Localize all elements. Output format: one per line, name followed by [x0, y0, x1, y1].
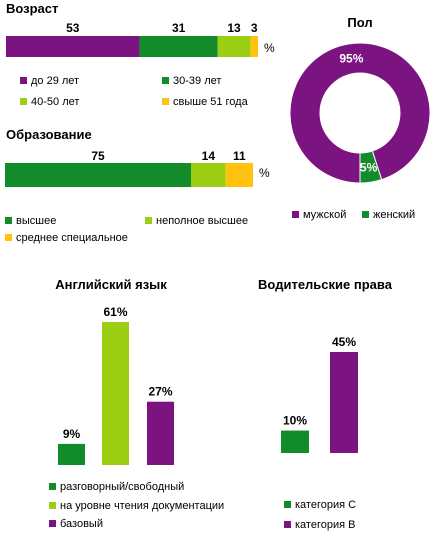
- gender-slice-label: 5%: [360, 160, 378, 174]
- age-legend-swatch: [162, 98, 169, 105]
- education-bar-segment: [225, 163, 253, 187]
- education-chart-title: Образование: [6, 127, 92, 142]
- education-legend-swatch: [5, 217, 12, 224]
- education-chart: Образование 75 14 11 % высшее неполное высш…: [5, 127, 270, 244]
- gender-donut-slice: [289, 42, 430, 184]
- gender-legend-label: женский: [373, 209, 415, 221]
- education-legend-label: среднее специальное: [16, 232, 128, 244]
- age-value-label: 3: [251, 21, 258, 35]
- education-value-label: 75: [91, 149, 105, 163]
- english-legend-swatch: [49, 520, 56, 527]
- english-value-label: 9%: [63, 427, 81, 441]
- education-legend-label: высшее: [16, 215, 56, 227]
- license-legend-swatch: [284, 521, 291, 528]
- license-chart-title: Водительские права: [258, 277, 393, 292]
- license-value-label: 10%: [283, 414, 307, 428]
- english-value-label: 27%: [148, 385, 172, 399]
- education-legend-swatch: [145, 217, 152, 224]
- education-value-label: 14: [202, 149, 216, 163]
- license-legend-label: категория В: [295, 519, 355, 531]
- english-chart: Английский язык 9% 61% 27% разговорный/сво…: [49, 277, 224, 530]
- age-legend-swatch: [20, 77, 27, 84]
- education-legend-swatch: [5, 234, 12, 241]
- english-bar: [102, 322, 129, 465]
- license-legend-swatch: [284, 501, 291, 508]
- education-bar-segment: [191, 163, 226, 187]
- english-legend-swatch: [49, 483, 56, 490]
- education-value-label: 11: [233, 149, 246, 163]
- gender-legend-swatch: [362, 211, 369, 218]
- gender-legend-swatch: [292, 211, 299, 218]
- age-chart-title: Возраст: [6, 1, 58, 16]
- english-bar: [58, 443, 85, 465]
- education-legend-label: неполное высшее: [156, 215, 248, 227]
- age-unit-label: %: [264, 41, 275, 55]
- age-legend-label: 40-50 лет: [31, 96, 79, 108]
- english-legend-label: на уровне чтения документации: [60, 500, 224, 512]
- english-legend-label: разговорный/свободный: [60, 481, 184, 493]
- age-bar-segment: [139, 36, 218, 57]
- age-value-label: 13: [227, 21, 241, 35]
- age-chart: Возраст 53 31 13 3 % до 29 лет 30-39 лет 40-5…: [6, 1, 275, 108]
- age-legend-label: 30-39 лет: [173, 75, 221, 87]
- age-bar-segment: [250, 36, 258, 57]
- age-value-label: 53: [66, 21, 80, 35]
- license-legend-label: категория С: [295, 499, 356, 511]
- gender-donut-slice: [359, 150, 383, 184]
- age-legend-swatch: [162, 77, 169, 84]
- age-bar-segment: [6, 36, 140, 57]
- license-value-label: 45%: [332, 335, 356, 349]
- education-bar-segment: [5, 163, 191, 187]
- gender-chart-title: Пол: [347, 15, 372, 30]
- age-legend-swatch: [20, 98, 27, 105]
- english-chart-title: Английский язык: [55, 277, 167, 292]
- gender-slice-label: 95%: [339, 52, 363, 66]
- age-legend-label: свыше 51 года: [173, 96, 249, 108]
- education-unit-label: %: [259, 166, 270, 180]
- license-chart: Водительские права 10% 45% категория С кат…: [258, 277, 393, 531]
- english-legend-label: базовый: [60, 518, 103, 530]
- english-bar: [147, 401, 174, 465]
- gender-chart: Пол 95% 5% мужской женский: [289, 15, 430, 221]
- age-value-label: 31: [172, 21, 186, 35]
- age-bar-segment: [217, 36, 251, 57]
- english-value-label: 61%: [103, 305, 127, 319]
- english-legend-swatch: [49, 502, 56, 509]
- age-legend-label: до 29 лет: [31, 75, 79, 87]
- license-bar: [330, 352, 358, 453]
- license-bar: [281, 430, 309, 453]
- gender-legend-label: мужской: [303, 209, 346, 221]
